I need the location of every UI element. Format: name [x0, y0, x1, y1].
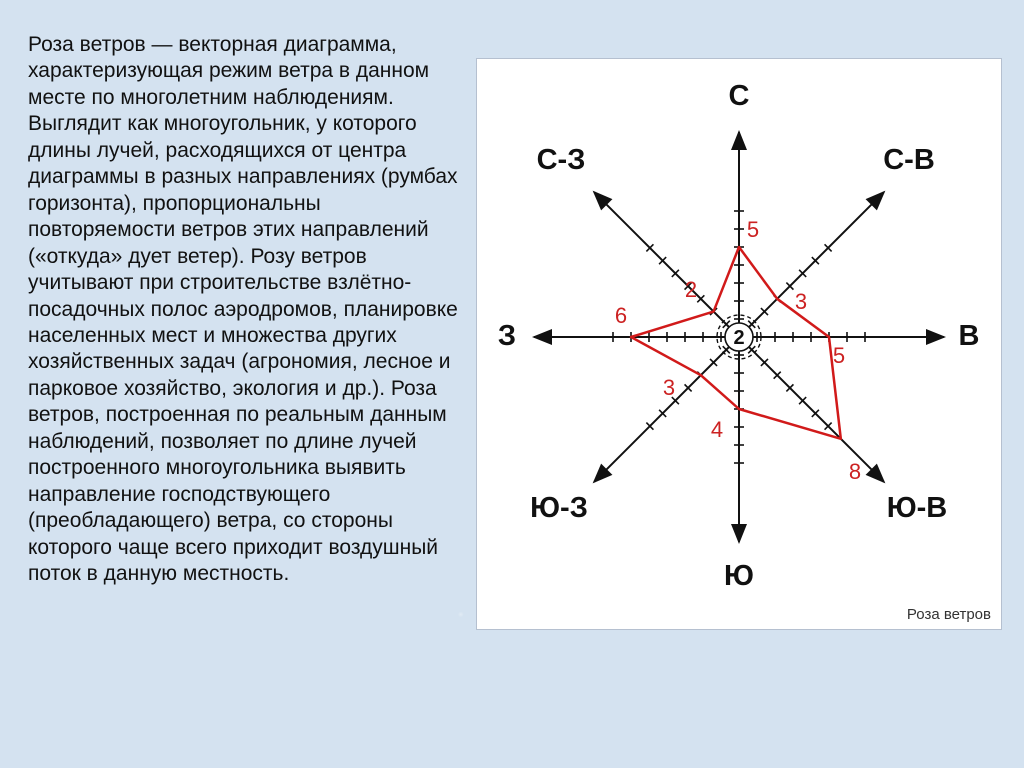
- svg-text:В: В: [959, 320, 980, 352]
- svg-text:С-В: С-В: [883, 144, 935, 176]
- wind-rose-svg: С С-В В Ю-В Ю Ю-З З С-З 5 3 5 8 4 3 6 2 2: [477, 59, 1001, 629]
- svg-text:5: 5: [747, 217, 759, 242]
- svg-text:3: 3: [663, 375, 675, 400]
- wind-rose-figure: С С-В В Ю-В Ю Ю-З З С-З 5 3 5 8 4 3 6 2 2 Роза ветров: [476, 58, 1002, 630]
- svg-text:2: 2: [685, 277, 697, 302]
- svg-text:Ю: Ю: [724, 560, 754, 592]
- svg-text:6: 6: [615, 303, 627, 328]
- svg-text:Ю-В: Ю-В: [887, 492, 948, 524]
- svg-text:4: 4: [711, 417, 723, 442]
- figure-caption: Роза ветров: [907, 606, 991, 623]
- svg-text:С-З: С-З: [537, 144, 586, 176]
- svg-text:8: 8: [849, 459, 861, 484]
- svg-text:3: 3: [795, 289, 807, 314]
- svg-text:З: З: [498, 320, 516, 352]
- svg-text:Ю-З: Ю-З: [530, 492, 588, 524]
- svg-text:2: 2: [733, 327, 744, 349]
- svg-text:5: 5: [833, 343, 845, 368]
- description-text: Роза ветров — векторная диаграмма, харак…: [28, 32, 464, 588]
- svg-text:С: С: [729, 80, 750, 112]
